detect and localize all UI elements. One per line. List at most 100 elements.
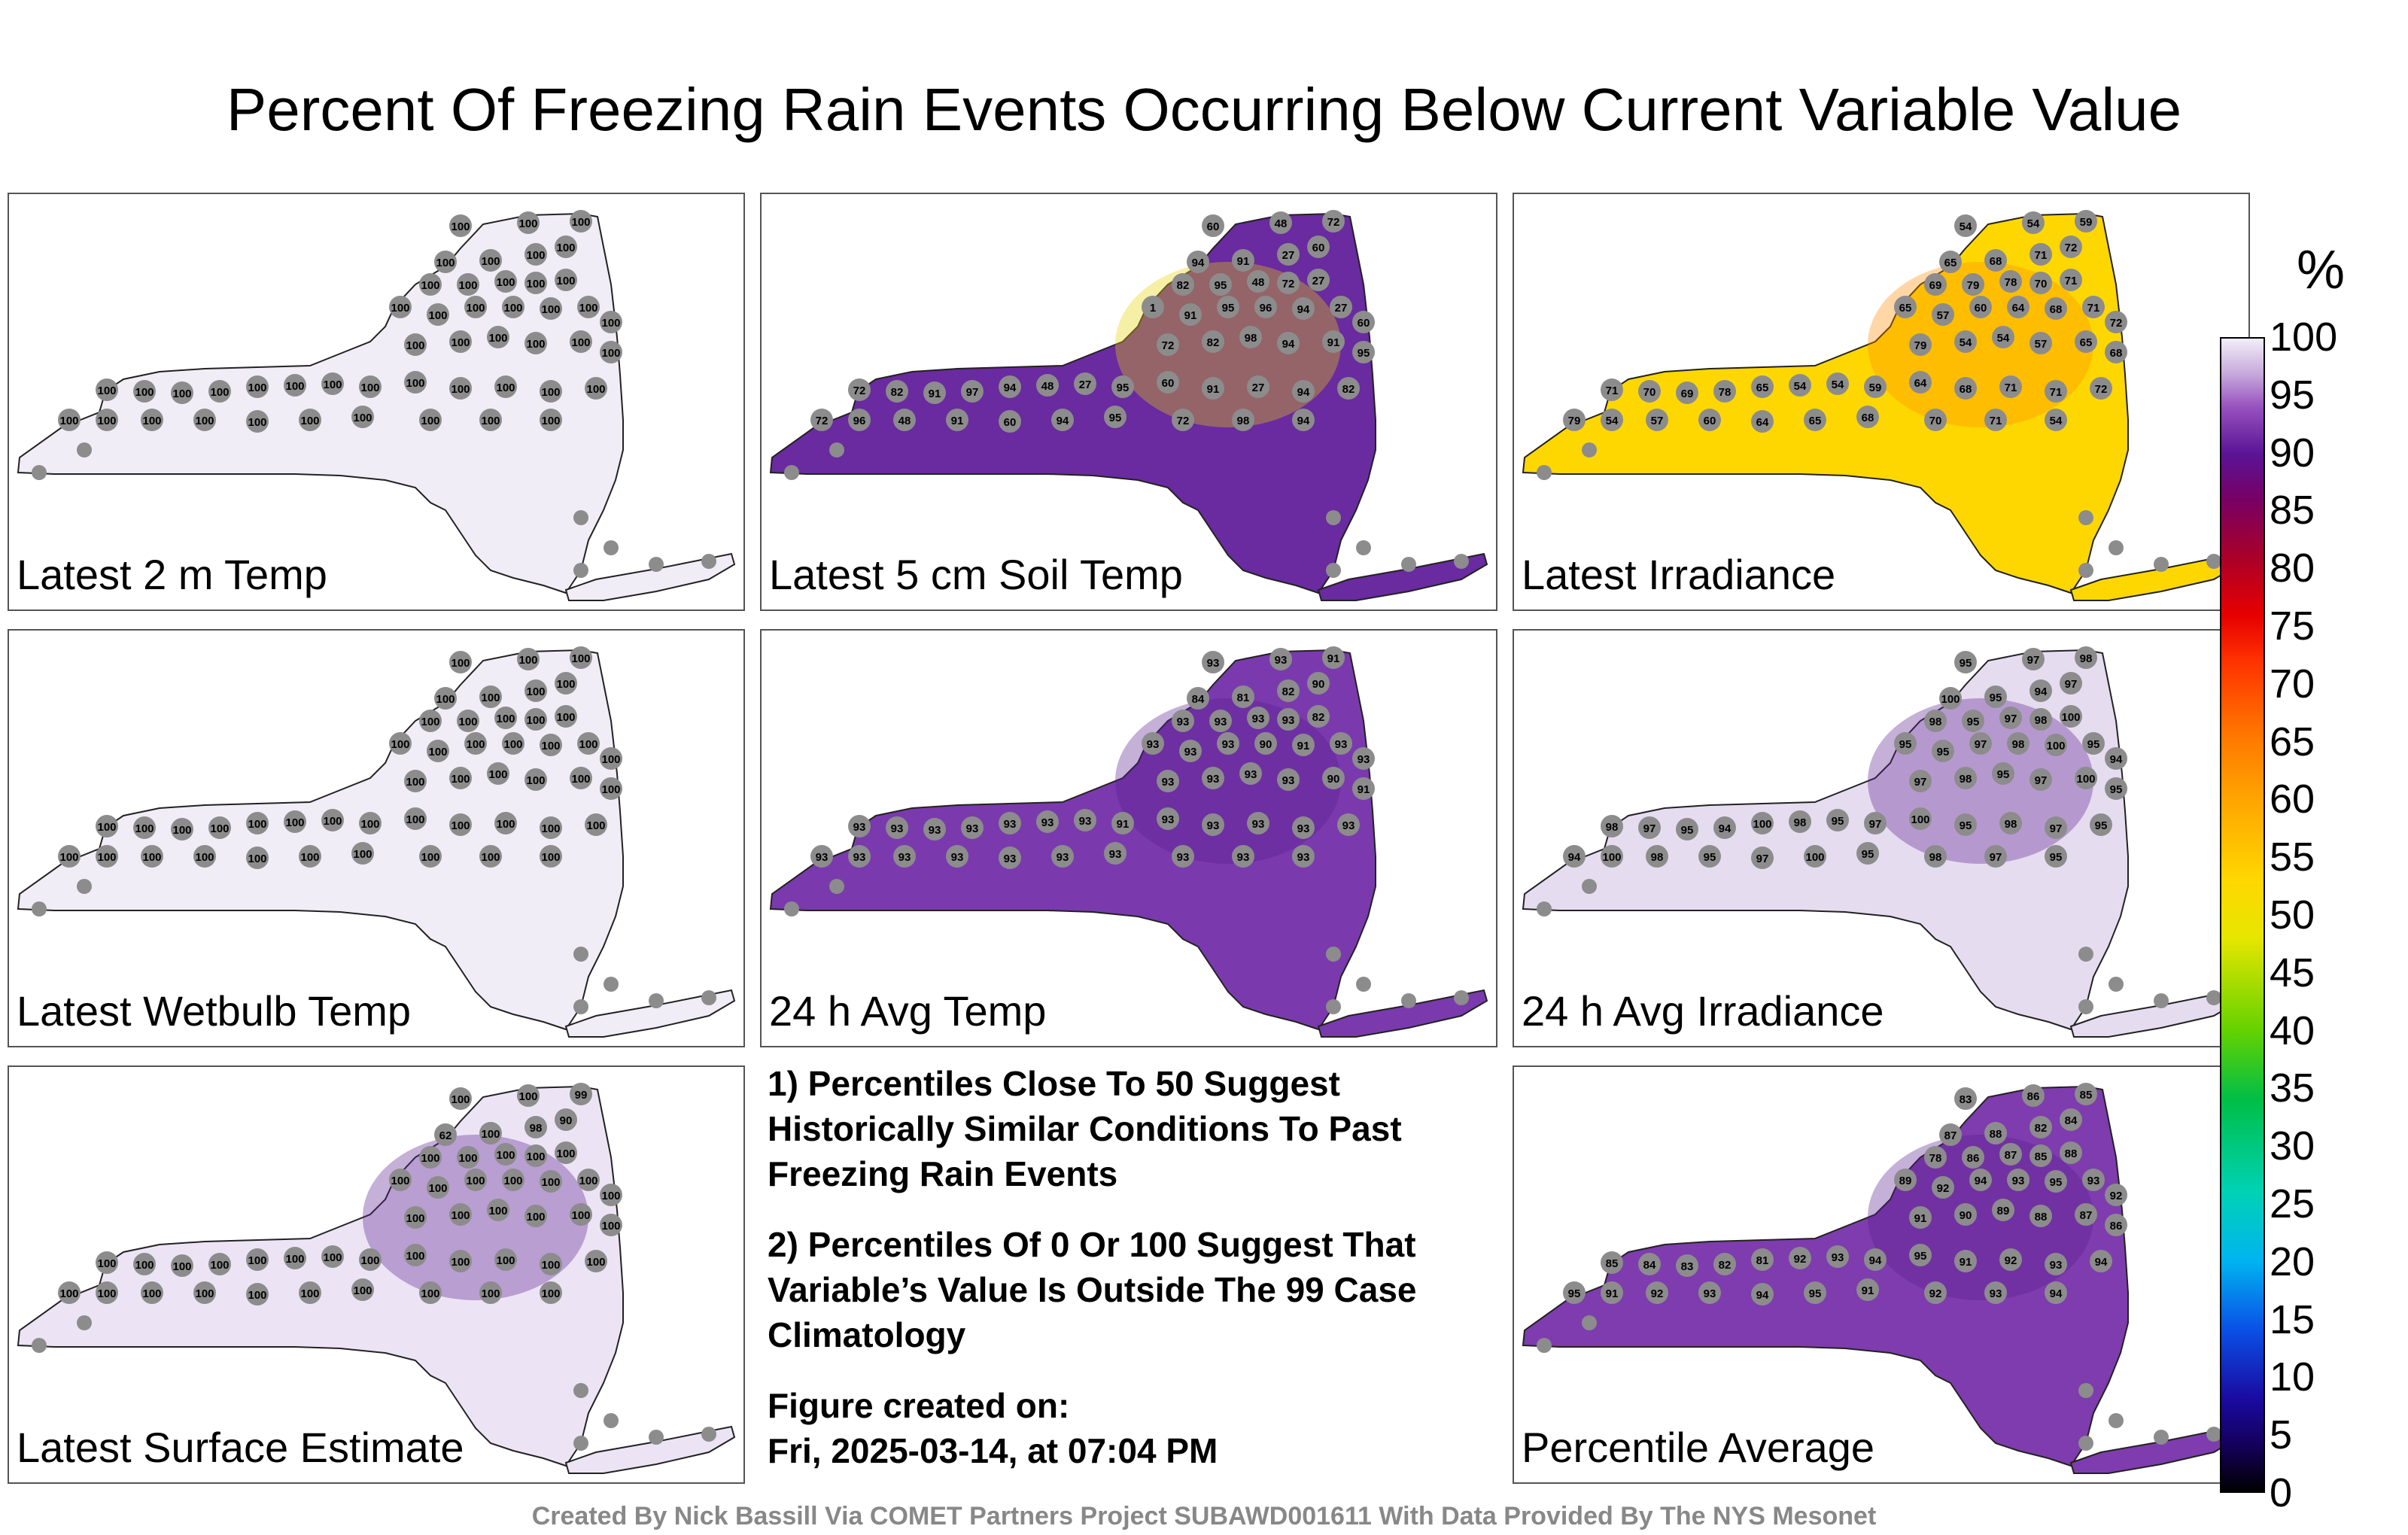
station-value: 100 (323, 378, 342, 391)
station-marker (524, 272, 547, 294)
station-marker (1209, 710, 1232, 732)
station-marker (2022, 1084, 2045, 1107)
station-marker (961, 380, 984, 403)
station-marker-small (1326, 510, 1341, 525)
station-marker (359, 1248, 382, 1271)
station-value: 95 (1222, 302, 1235, 315)
station-value: 60 (1312, 242, 1325, 254)
station-marker (2075, 1083, 2097, 1105)
station-marker (1984, 1122, 2007, 1144)
station-marker (2029, 768, 2052, 791)
station-value: 91 (1297, 740, 1310, 752)
station-marker-small (2109, 977, 2124, 992)
station-value: 100 (391, 302, 409, 315)
station-value: 93 (966, 822, 979, 835)
station-value: 81 (1237, 692, 1250, 704)
station-marker (1269, 648, 1292, 670)
station-marker (2007, 1169, 2029, 1191)
station-marker (1202, 330, 1224, 353)
station-value: 100 (496, 381, 515, 394)
station-marker (2082, 296, 2105, 318)
station-value: 82 (1177, 279, 1190, 292)
state-outline-group (769, 649, 1488, 1038)
station-marker (517, 1084, 540, 1107)
station-value: 100 (360, 1254, 379, 1267)
station-marker (1962, 710, 1984, 732)
station-marker (1924, 710, 1947, 732)
station-marker (96, 1281, 118, 1304)
station-value: 84 (1192, 693, 1205, 706)
station-marker (2029, 1144, 2052, 1167)
map-svg: 54 54 59 65 68 71 72 69 79 78 70 71 65 57 60 64 68 71 72 79… (1522, 210, 2241, 601)
station-value: 71 (1990, 415, 2002, 427)
station-value: 100 (353, 412, 372, 424)
station-marker (141, 409, 163, 431)
station-marker (419, 273, 442, 296)
station-marker-small (649, 557, 664, 572)
station-value: 54 (1960, 336, 1972, 349)
station-value: 89 (1899, 1175, 1912, 1187)
station-marker (1601, 1251, 1623, 1274)
station-value: 97 (2027, 654, 2040, 667)
station-marker-small (649, 993, 664, 1008)
station-marker (848, 815, 871, 837)
station-value: 100 (97, 1257, 116, 1270)
station-marker (2060, 269, 2082, 291)
station-value: 64 (1756, 416, 1769, 429)
station-marker (464, 732, 487, 755)
station-value: 93 (1162, 776, 1175, 789)
station-value: 90 (560, 1114, 573, 1127)
state-outline-group (1522, 649, 2241, 1038)
station-marker (810, 409, 833, 431)
station-marker (517, 211, 540, 234)
station-value: 72 (2110, 317, 2123, 330)
station-marker (1254, 296, 1277, 318)
station-marker (1999, 707, 2022, 729)
station-marker (524, 243, 547, 266)
station-value: 100 (248, 416, 266, 429)
station-value: 100 (391, 1175, 409, 1187)
station-value: 100 (458, 279, 477, 292)
station-value: 90 (1960, 1209, 1972, 1222)
station-value: 57 (1651, 415, 1664, 427)
station-marker (1202, 767, 1224, 789)
station-marker (1232, 409, 1254, 431)
station-value: 71 (2005, 381, 2017, 394)
station-marker (600, 1214, 622, 1236)
station-value: 54 (2050, 415, 2063, 427)
station-value: 60 (1975, 302, 1987, 315)
station-value: 82 (1282, 685, 1295, 698)
station-marker (1202, 214, 1224, 237)
station-marker-small (2154, 557, 2169, 572)
station-marker (540, 734, 562, 756)
station-marker (359, 375, 382, 398)
station-marker (1232, 845, 1254, 868)
station-value: 93 (1207, 773, 1220, 786)
station-marker (96, 845, 118, 868)
station-marker (246, 410, 269, 433)
station-marker (524, 1116, 547, 1138)
station-value: 100 (466, 738, 485, 751)
station-marker (555, 672, 577, 695)
station-value: 100 (526, 685, 545, 698)
station-marker (351, 842, 374, 865)
station-value: 100 (142, 1287, 161, 1300)
station-value: 100 (541, 386, 560, 399)
station-marker (1307, 236, 1330, 258)
station-marker (457, 710, 479, 732)
map-svg: 100 100 100 100 100 100 100 100 100 100 100 100 100 1… (17, 646, 736, 1038)
station-marker (1826, 809, 1849, 831)
station-marker (246, 375, 269, 398)
station-marker (2045, 734, 2067, 756)
station-marker (1924, 409, 1947, 431)
station-marker (1954, 1203, 1977, 1226)
station-marker-small (32, 1338, 47, 1353)
station-value: 93 (1215, 716, 1227, 728)
station-value: 93 (1207, 657, 1220, 670)
long-island-shape (564, 989, 736, 1038)
panel-label: Latest 2 m Temp (17, 551, 327, 598)
station-marker (893, 845, 916, 868)
station-marker (1352, 341, 1375, 363)
colorbar-tick-label: 75 (2270, 603, 2315, 649)
station-marker (1187, 687, 1209, 710)
